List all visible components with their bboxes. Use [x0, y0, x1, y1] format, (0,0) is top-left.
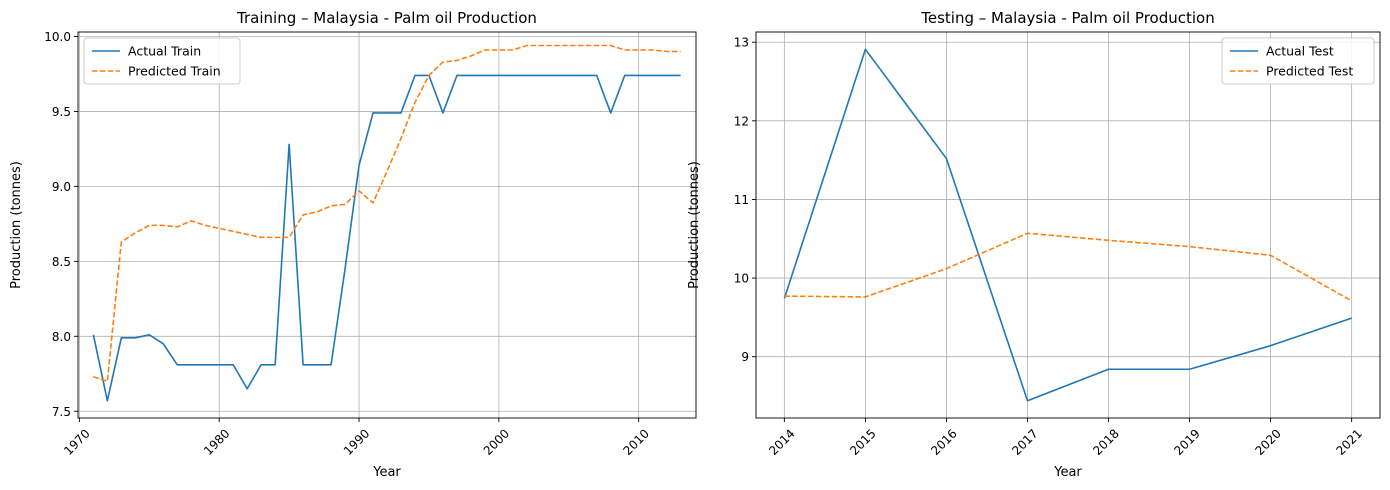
x-tick-label: 2018 — [1090, 426, 1121, 457]
axes-frame — [755, 31, 1381, 419]
y-axis-label: Production (tonnes) — [687, 161, 702, 289]
legend: Actual Test Predicted Test — [1221, 37, 1375, 85]
x-tick-label: 2000 — [481, 426, 512, 457]
legend-label: Predicted Test — [1266, 64, 1353, 79]
x-tick-label: 2020 — [1252, 426, 1283, 457]
x-tick-label: 2010 — [621, 426, 652, 457]
legend-label: Actual Train — [128, 44, 201, 59]
x-tick-label: 2016 — [928, 426, 959, 457]
x-tick-label: 2014 — [766, 426, 797, 457]
y-tick-label: 13 — [734, 36, 749, 50]
chart-panel-1: 1970 1980 1990 2000 2010 7.5 8.0 8.5 9.0 9.5 10.0 T… — [9, 9, 697, 480]
y-tick-label: 9.5 — [52, 105, 71, 119]
x-tick-label: 2015 — [847, 426, 878, 457]
y-axis-label: Production (tonnes) — [9, 161, 24, 289]
x-axis-label: Year — [1053, 465, 1082, 480]
legend: Actual Train Predicted Train — [83, 37, 241, 85]
x-tick-label: 2021 — [1333, 426, 1364, 457]
legend-label: Actual Test — [1266, 44, 1334, 59]
chart-title: Training – Malaysia - Palm oil Productio… — [236, 9, 537, 27]
series-line-predicted-train — [93, 44, 681, 383]
y-tick-label: 10.0 — [44, 30, 71, 44]
axes-frame — [77, 31, 697, 419]
y-tick-label: 8.5 — [52, 255, 71, 269]
y-tick-label: 9 — [741, 350, 749, 364]
x-tick-label: 1990 — [341, 426, 372, 457]
series-line-predicted-test — [784, 232, 1353, 302]
x-tick-label: 2019 — [1171, 426, 1202, 457]
y-tick-label: 11 — [734, 193, 749, 207]
x-tick-label: 1970 — [61, 426, 92, 457]
x-tick-label: 1980 — [201, 426, 232, 457]
x-tick-label: 2017 — [1009, 426, 1040, 457]
series-line-actual-train — [92, 74, 681, 402]
y-tick-label: 9.0 — [52, 180, 71, 194]
y-tick-label: 12 — [734, 114, 749, 128]
y-tick-label: 8.0 — [52, 330, 71, 344]
legend-box — [83, 37, 241, 85]
legend-box — [1221, 37, 1375, 85]
chart-panel-2: 2014 2015 2016 2017 2018 2019 2020 2021 9 10 11 12 1… — [687, 9, 1381, 480]
series-line-actual-test — [783, 48, 1352, 402]
legend-label: Predicted Train — [128, 64, 221, 79]
x-axis-label: Year — [372, 465, 401, 480]
chart-title: Testing – Malaysia - Palm oil Production — [920, 9, 1214, 27]
y-tick-label: 10 — [734, 272, 749, 286]
y-tick-label: 7.5 — [52, 405, 71, 419]
